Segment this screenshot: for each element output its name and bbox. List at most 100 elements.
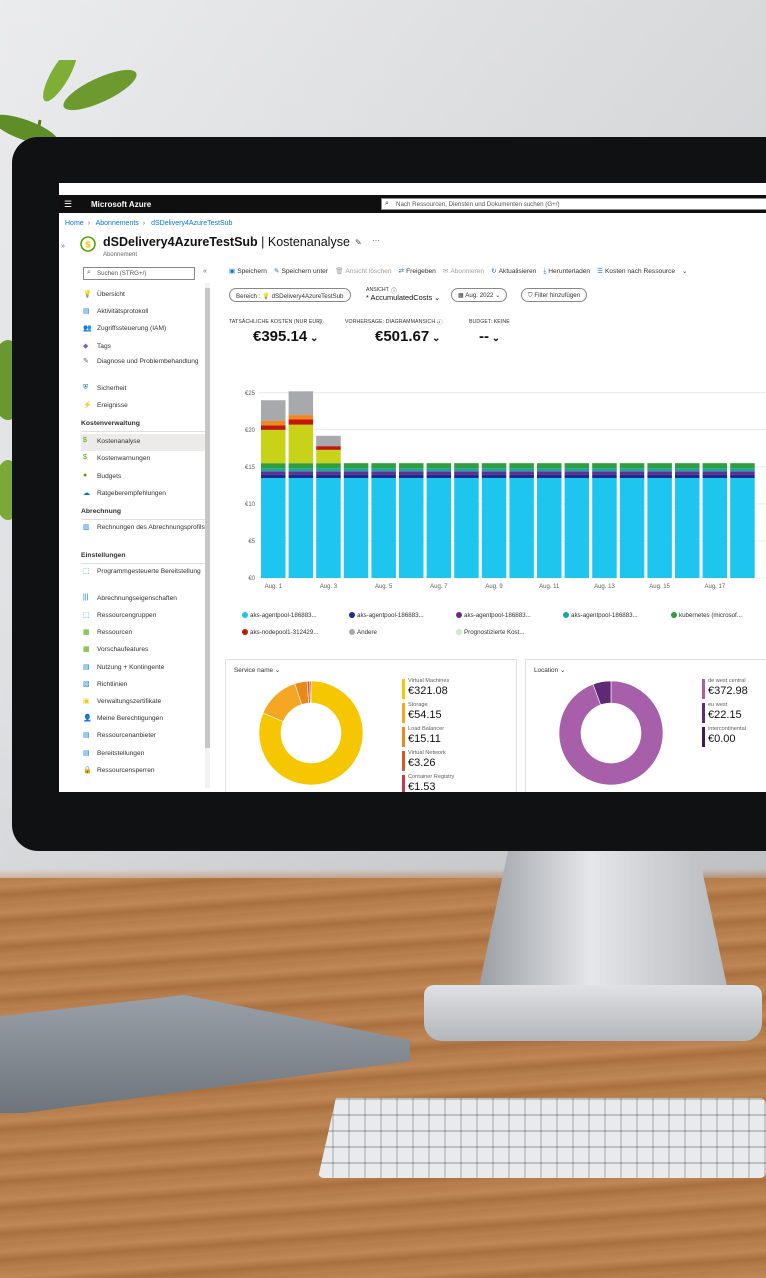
donut-legend-item[interactable]: Virtual Machines €321.08 — [402, 678, 449, 699]
sidebar-item-ereignisse[interactable]: ⚡ Ereignisse — [81, 398, 205, 415]
donut-slice[interactable] — [258, 680, 364, 786]
info-icon[interactable]: ⓘ — [437, 320, 443, 326]
sidebar-item-budgets[interactable]: ● Budgets — [81, 469, 205, 486]
donut-legend-item[interactable]: intercontinental €0.00 — [702, 726, 746, 747]
actual-cost-value[interactable]: €395.14 ⌄ — [253, 328, 318, 345]
breadcrumb-home[interactable]: Home — [65, 220, 84, 227]
hamburger-menu-icon[interactable]: ☰ — [64, 199, 73, 209]
sidebar-item-diagnose-und-problembehandlung[interactable]: ✎ Diagnose und Problembehandlung — [81, 356, 205, 381]
donut-legend-item[interactable]: Storage €54.15 — [402, 702, 442, 723]
herunterladen-button[interactable]: ⤓ Herunterladen — [543, 268, 590, 276]
bar-segment — [702, 463, 728, 469]
legend-item[interactable]: aks-agentpool-186883... — [242, 612, 317, 619]
add-filter-button[interactable]: ⛉ Filter hinzufügen — [521, 288, 588, 302]
location-card-title[interactable]: Location ⌄ — [534, 666, 565, 674]
azure-brand[interactable]: Microsoft Azure — [91, 200, 152, 209]
sidebar-item-verwaltungszertifikate[interactable]: ▣ Verwaltungszertifikate — [81, 694, 205, 711]
sidebar-item-programmgesteuerte-bereitstellung[interactable]: ⬚ Programmgesteuerte Bereitstellung — [81, 566, 205, 591]
sidebar-item-label: Sicherheit — [97, 384, 127, 392]
forecast-value[interactable]: €501.67 ⌄ — [375, 328, 440, 345]
view-value: * AccumulatedCosts — [366, 293, 433, 302]
donut-slice[interactable] — [309, 680, 312, 704]
bar-segment — [371, 478, 396, 578]
sidebar-item-aktivitätsprotokoll[interactable]: ▤ Aktivitätsprotokoll — [81, 304, 205, 321]
sidebar-item-vorschaufeatures[interactable]: ▦ Vorschaufeatures — [81, 642, 205, 659]
legend-value: €15.11 — [408, 733, 441, 745]
legend-item[interactable]: aks-nodepool1-312429... — [242, 629, 318, 636]
donut-legend-item[interactable]: de west central €372.98 — [702, 678, 748, 699]
sidebar-item-abrechnungseigenschaften[interactable]: ||| Abrechnungseigenschaften — [81, 591, 205, 608]
sidebar-item-richtlinien[interactable]: ▧ Richtlinien — [81, 677, 205, 694]
donut-slice[interactable] — [592, 680, 612, 706]
collapse-menu-icon[interactable]: « — [203, 268, 207, 275]
deployments-icon: ▤ — [83, 749, 90, 757]
bar-segment — [261, 468, 286, 472]
sidebar-item-zugriffssteuerung-iam[interactable]: 👥 Zugriffssteuerung (IAM) — [81, 321, 205, 338]
donut-legend-item[interactable]: Container Registry €1.53 — [402, 774, 454, 792]
sidebar-item-ressourcengruppen[interactable]: ⬚ Ressourcengruppen — [81, 608, 205, 625]
forecast-amount: €501.67 — [375, 328, 430, 345]
menu-scrollbar[interactable] — [205, 283, 210, 788]
bar-segment — [399, 463, 424, 469]
breadcrumb-subscriptions[interactable]: Abonnements — [95, 220, 139, 227]
toolbar-label: Freigeben — [406, 268, 436, 275]
abonnieren-button[interactable]: ✉ Abonnieren — [443, 267, 484, 275]
aktualisieren-button[interactable]: ↻ Aktualisieren — [491, 267, 536, 275]
menu-search-input[interactable]: ⌕ Suchen (STRG+/) — [83, 267, 195, 280]
sidebar-item-ressourcensperren[interactable]: 🔒 Ressourcensperren — [81, 763, 205, 780]
sidebar-item-übersicht[interactable]: 💡 Übersicht — [81, 287, 205, 304]
legend-item[interactable]: Andere — [349, 629, 377, 636]
bar-segment — [316, 474, 341, 478]
expand-menu-icon[interactable]: » — [61, 243, 65, 250]
sidebar-item-ratgeberempfehlungen[interactable]: ☁ Ratgeberempfehlungen — [81, 486, 205, 503]
donut-legend-item[interactable]: eu west €22.15 — [702, 702, 742, 723]
legend-item[interactable]: aks-agentpool-186883... — [456, 612, 531, 619]
breadcrumb-subscription[interactable]: dSDelivery4AzureTestSub — [151, 220, 233, 227]
menu-scrollbar-thumb[interactable] — [205, 288, 210, 748]
donut-slice[interactable] — [558, 680, 664, 786]
sidebar-item-tags[interactable]: ◆ Tags — [81, 339, 205, 356]
more-options-icon[interactable]: ··· — [372, 236, 380, 245]
sidebar-section-kostenverwaltung: Kostenverwaltung — [81, 415, 205, 433]
speichern-button[interactable]: ▣ Speichern — [229, 267, 267, 275]
pin-icon[interactable]: ✎ — [355, 238, 362, 247]
chevron-down-icon: ⌄ — [434, 295, 441, 302]
invoice-icon: ▥ — [83, 523, 90, 531]
sidebar-item-bereitstellungen[interactable]: ▤ Bereitstellungen — [81, 746, 205, 763]
sidebar-item-meine-berechtigungen[interactable]: 👤 Meine Berechtigungen — [81, 711, 205, 728]
legend-item[interactable]: aks-agentpool-186883... — [563, 612, 638, 619]
chevron-down-icon[interactable]: ⌄ — [682, 268, 688, 275]
legend-swatch — [456, 629, 462, 635]
y-tick-label: €25 — [245, 391, 256, 397]
kosten-nach-ressource-button[interactable]: ☰ Kosten nach Ressource — [597, 267, 675, 275]
sidebar-item-label: Übersicht — [97, 291, 125, 298]
legend-item[interactable]: Prognostizierte Kost... — [456, 629, 525, 636]
date-picker[interactable]: ▦ Aug. 2022 ⌄ — [451, 288, 508, 302]
legend-item[interactable]: kubernetes (microsof... — [671, 612, 742, 619]
sidebar-item-sicherheit[interactable]: ⛨ Sicherheit — [81, 381, 205, 398]
ansicht-löschen-button[interactable]: 🗑 Ansicht löschen — [335, 267, 392, 275]
info-icon[interactable]: ⓘ — [391, 289, 398, 295]
sidebar-item-nutzung-kontingente[interactable]: ▤ Nutzung + Kontingente — [81, 660, 205, 677]
speichern-unter-button[interactable]: ✎ Speichern unter — [274, 267, 328, 275]
global-search-input[interactable]: ⌕ Nach Ressourcen, Diensten und Dokument… — [381, 198, 766, 210]
actual-cost-label: TATSÄCHLICHE KOSTEN (NUR EUR) — [229, 319, 322, 325]
info-icon[interactable]: ⓘ — [318, 320, 324, 326]
legend-swatch — [242, 612, 248, 618]
freigeben-button[interactable]: ⇄ Freigeben — [399, 267, 436, 275]
bar-segment — [454, 471, 479, 475]
sidebar-item-ressourcen[interactable]: ▦ Ressourcen — [81, 625, 205, 642]
scope-pill[interactable]: Bereich : 💡 dSDelivery4AzureTestSub — [229, 288, 351, 302]
bar-segment — [481, 468, 507, 472]
budget-value[interactable]: -- ⌄ — [479, 328, 500, 345]
bar-segment — [371, 468, 396, 472]
legend-item[interactable]: aks-agentpool-186883... — [349, 612, 424, 619]
sidebar-item-ressourcenanbieter[interactable]: ▤ Ressourcenanbieter — [81, 728, 205, 745]
donut-legend-item[interactable]: Load Balancer €15.11 — [402, 726, 444, 747]
sidebar-item-kostenwarnungen[interactable]: $ Kostenwarnungen — [81, 451, 205, 468]
sidebar-item-rechnungen-des-abrechnungsprofils[interactable]: ▥ Rechnungen des Abrechnungsprofils — [81, 522, 205, 547]
view-selector[interactable]: * AccumulatedCosts ⌄ — [366, 293, 440, 302]
sidebar-item-kostenanalyse[interactable]: $ Kostenanalyse — [81, 434, 205, 452]
service-card-title[interactable]: Service name ⌄ — [234, 666, 280, 674]
donut-legend-item[interactable]: Virtual Network €3.26 — [402, 750, 446, 771]
